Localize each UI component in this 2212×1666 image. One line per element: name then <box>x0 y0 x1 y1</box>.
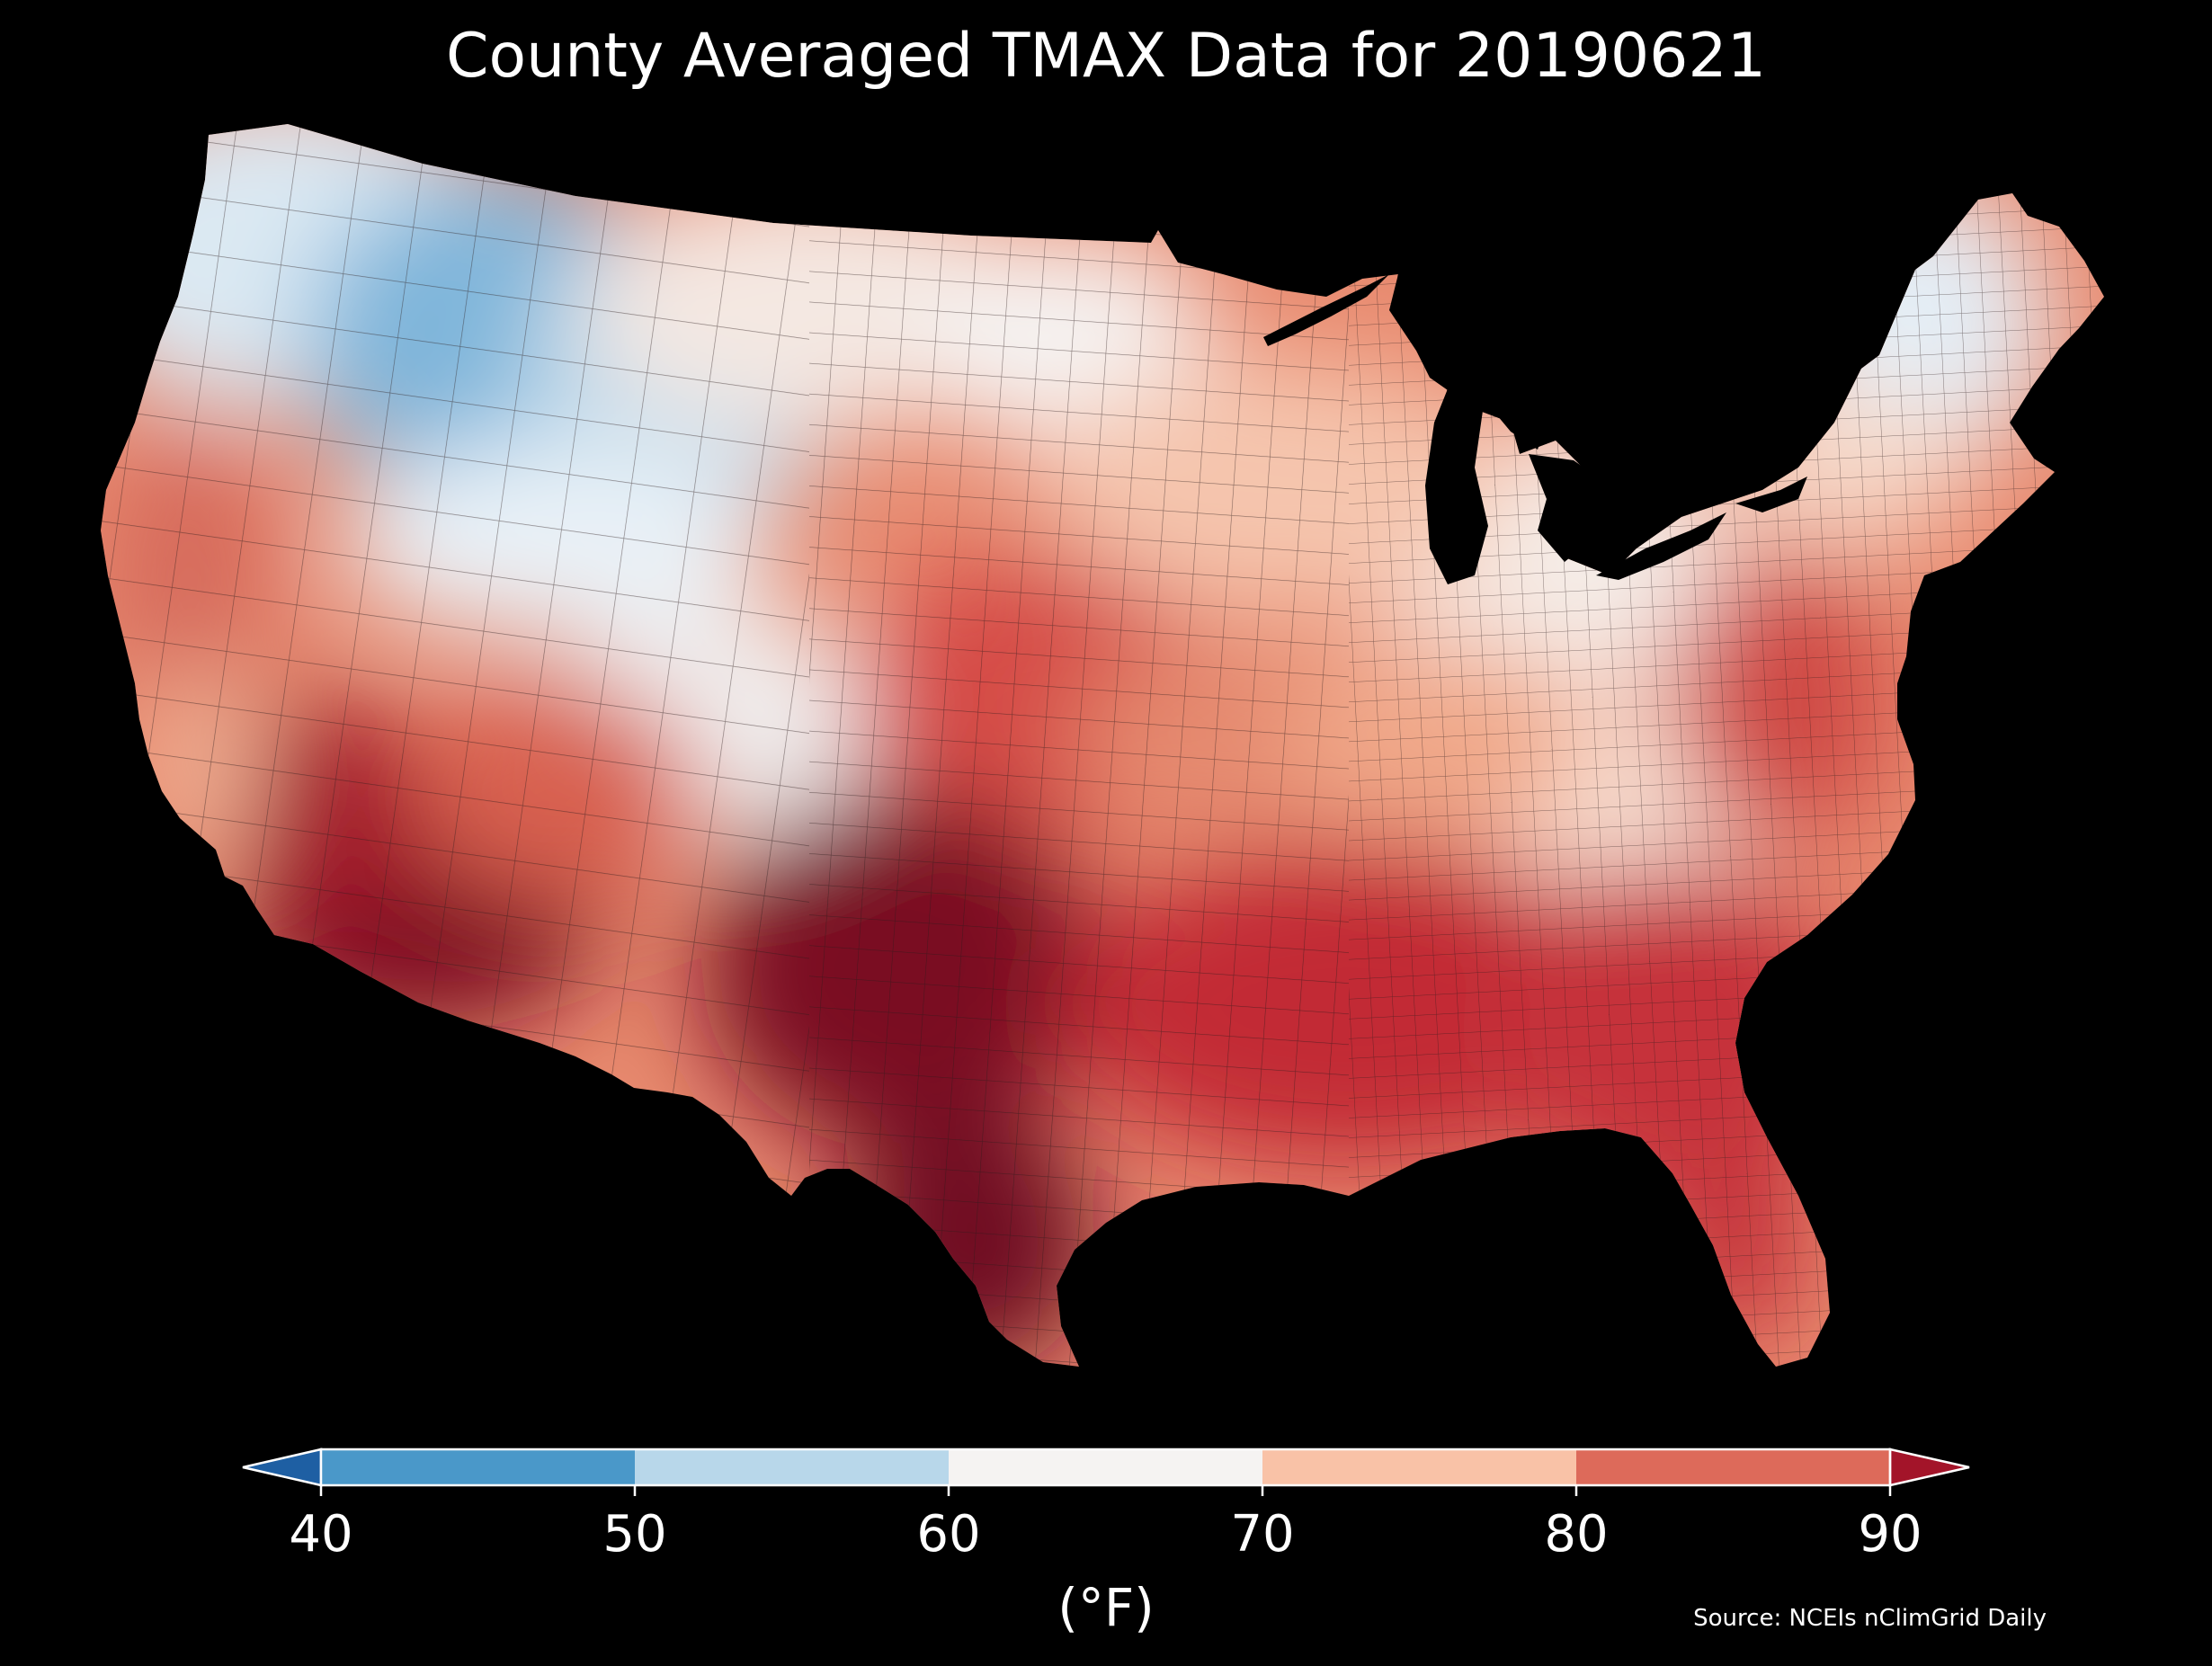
colorbar-tick-80: 80 <box>1544 1505 1609 1564</box>
source-note: Source: NCEIs nClimGrid Daily <box>1693 1605 2047 1632</box>
colorbar <box>242 1448 1970 1496</box>
map-title: County Averaged TMAX Data for 20190621 <box>446 21 1766 92</box>
colorbar-tick-50: 50 <box>602 1505 667 1564</box>
great-lakes <box>1263 274 1807 584</box>
colorbar-unit-label: (°F) <box>1057 1577 1155 1638</box>
colorbar-tick-60: 60 <box>916 1505 981 1564</box>
colorbar-tick-70: 70 <box>1230 1505 1295 1564</box>
colorbar-tick-40: 40 <box>289 1505 353 1564</box>
colorbar-tick-90: 90 <box>1858 1505 1922 1564</box>
